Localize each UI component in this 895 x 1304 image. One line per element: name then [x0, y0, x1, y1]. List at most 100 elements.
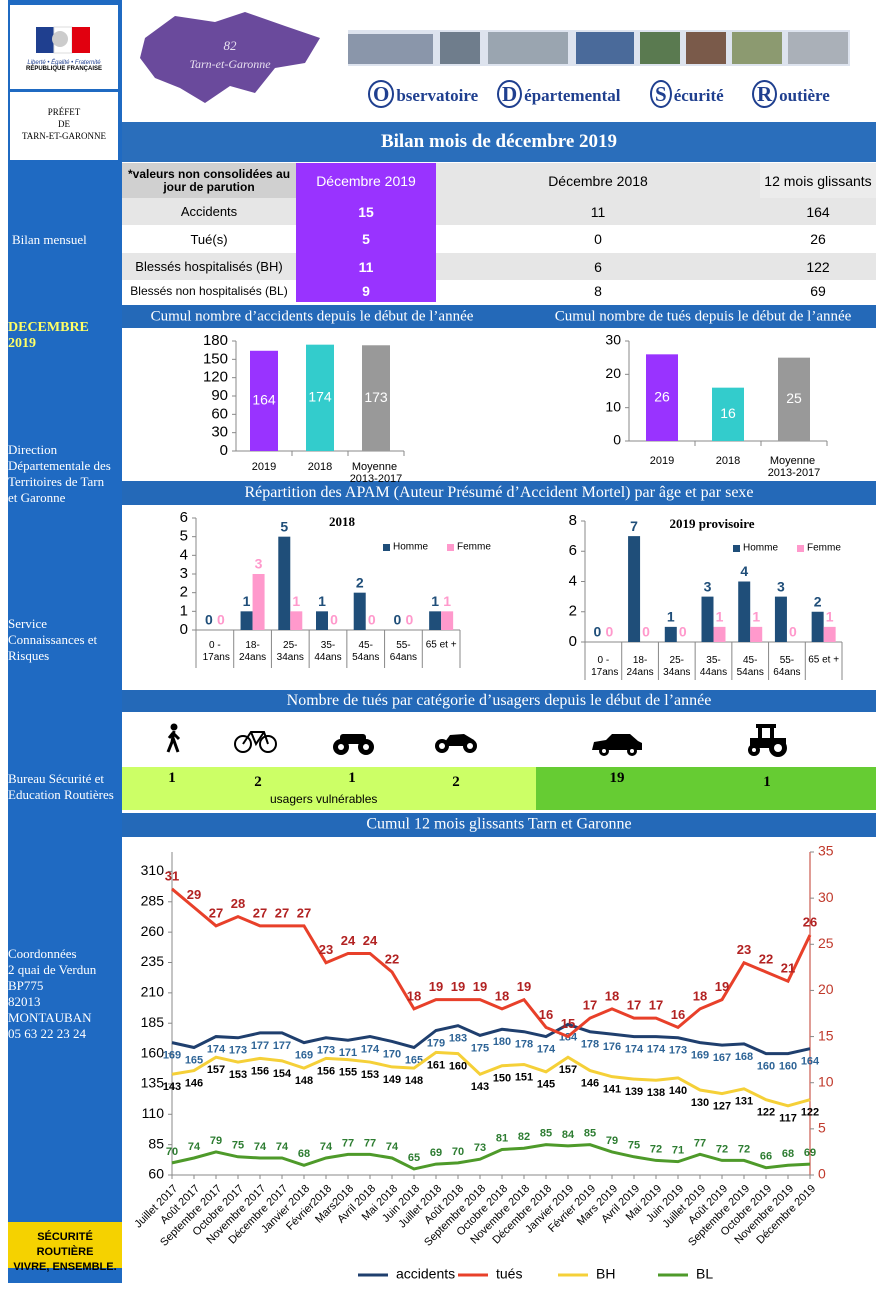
data-label: 140 [669, 1085, 687, 1097]
y-tick-label: 1 [180, 602, 188, 619]
photo-strip [348, 30, 850, 66]
data-label: 156 [317, 1065, 335, 1077]
bar [646, 354, 678, 441]
table-row: Accidents 15 11 164 [122, 198, 876, 225]
data-label: 85 [540, 1128, 552, 1140]
bar [750, 626, 763, 642]
data-label: 24 [363, 933, 378, 948]
bar [628, 536, 641, 642]
y-tick-label: 4 [569, 572, 577, 589]
cell: 0 [594, 231, 602, 247]
data-label: 143 [471, 1081, 489, 1093]
legend-swatch [447, 544, 454, 551]
data-label: 74 [320, 1141, 333, 1153]
data-label: 180 [493, 1036, 511, 1048]
y-tick-label: 150 [203, 350, 228, 367]
data-label: 122 [757, 1107, 775, 1119]
row-label: Accidents [180, 204, 238, 219]
bar [811, 611, 824, 642]
y-tick-label: 30 [605, 332, 621, 348]
bar [774, 596, 787, 642]
data-label: 18 [495, 988, 509, 1003]
y-tick-label: 110 [142, 1105, 165, 1121]
y-tick-label: 0 [220, 442, 228, 459]
data-label: 85 [584, 1128, 596, 1140]
vulnerable-band [122, 767, 536, 810]
cell: 8 [594, 283, 602, 299]
data-label: 0 [394, 612, 402, 628]
x-tick-label: 45-54ans [352, 640, 379, 663]
y-tick-label: 20 [818, 981, 834, 997]
series-line [171, 887, 812, 1039]
data-label: 143 [163, 1081, 181, 1093]
header-cell: Décembre 2018 [436, 163, 760, 198]
cell: 5 [296, 225, 436, 253]
data-label: 0 [217, 612, 225, 628]
logo-republic: RÉPUBLIQUE FRANÇAISE [25, 66, 102, 72]
data-label: 173 [229, 1045, 247, 1057]
chart-title: 2019 provisoire [669, 516, 754, 531]
user-value: 1 [168, 770, 176, 786]
x-tick-label: 0 - 17ans [588, 655, 618, 678]
data-label: 130 [691, 1097, 709, 1109]
data-label: 69 [430, 1147, 442, 1159]
data-label: 169 [295, 1050, 313, 1062]
series-line [171, 1143, 811, 1171]
bar [362, 345, 390, 451]
legend-label: Homme [743, 543, 778, 554]
legend-label: accidents [396, 1266, 455, 1282]
data-label: 174 [308, 389, 332, 405]
data-label: 0 [679, 624, 687, 640]
apam-title: Répartition des APAM (Auteur Présumé d’A… [122, 481, 876, 505]
slogan-line: SÉCURITÉ ROUTIÈRE [36, 1231, 94, 1258]
cell: 11 [590, 203, 606, 220]
row-label: Tué(s) [190, 231, 228, 247]
y-tick-label: 185 [141, 1014, 165, 1030]
user-value: 2 [254, 774, 262, 790]
series-line [171, 1022, 811, 1056]
data-label: 1 [716, 609, 724, 625]
data-label: 18 [693, 988, 707, 1003]
x-tick-label: 0 - 17ans [200, 640, 230, 663]
user-value: 2 [452, 774, 460, 790]
data-label: 175 [471, 1042, 489, 1054]
cell: 164 [806, 203, 830, 220]
logo-flag [36, 26, 90, 54]
data-label: 174 [647, 1043, 666, 1055]
data-label: 160 [757, 1060, 775, 1072]
label-line: 2013-2017 [350, 473, 403, 485]
label-line: 54ans [737, 667, 764, 678]
y-tick-label: 60 [148, 1166, 164, 1182]
label-line: 64ans [390, 652, 417, 663]
label-line: 54ans [352, 652, 379, 663]
table-row: Blessés non hospitalisés (BL) 9 8 69 [122, 280, 876, 302]
row-label: Blessés non hospitalisés (BL) [130, 284, 288, 298]
x-tick-label: 18-24ans [239, 640, 266, 663]
x-tick-label: 55-64ans [390, 640, 417, 663]
y-tick-label: 3 [180, 565, 188, 582]
data-label: 3 [255, 556, 263, 572]
data-label: 164 [801, 1056, 820, 1068]
x-tick-label: Moyenne 2013-2017 [350, 461, 403, 485]
data-label: 2 [356, 574, 364, 590]
bar [712, 387, 744, 441]
y-tick-label: 285 [141, 892, 165, 908]
table-header: *valeurs non consolidées au jour de paru… [122, 163, 876, 198]
data-label: 65 [408, 1152, 420, 1164]
user-value: 1 [348, 770, 356, 786]
header-cell: 12 mois glissants [760, 163, 876, 198]
observatory-word: Sécurité [655, 82, 724, 106]
map-name: Tarn-et-Garonne [189, 57, 271, 71]
data-label: 77 [342, 1137, 354, 1149]
bar [778, 357, 810, 441]
y-tick-label: 8 [569, 512, 577, 529]
label-line: Moyenne [352, 461, 400, 473]
data-label: 0 [205, 612, 213, 628]
y-tick-label: 210 [141, 984, 165, 1000]
logo-box: Liberté • Égalité • Fraternité RÉPUBLIQU… [10, 5, 118, 89]
data-label: 167 [713, 1052, 731, 1064]
data-label: 178 [515, 1039, 533, 1051]
data-label: 31 [165, 868, 179, 883]
legend-label: Femme [807, 543, 841, 554]
